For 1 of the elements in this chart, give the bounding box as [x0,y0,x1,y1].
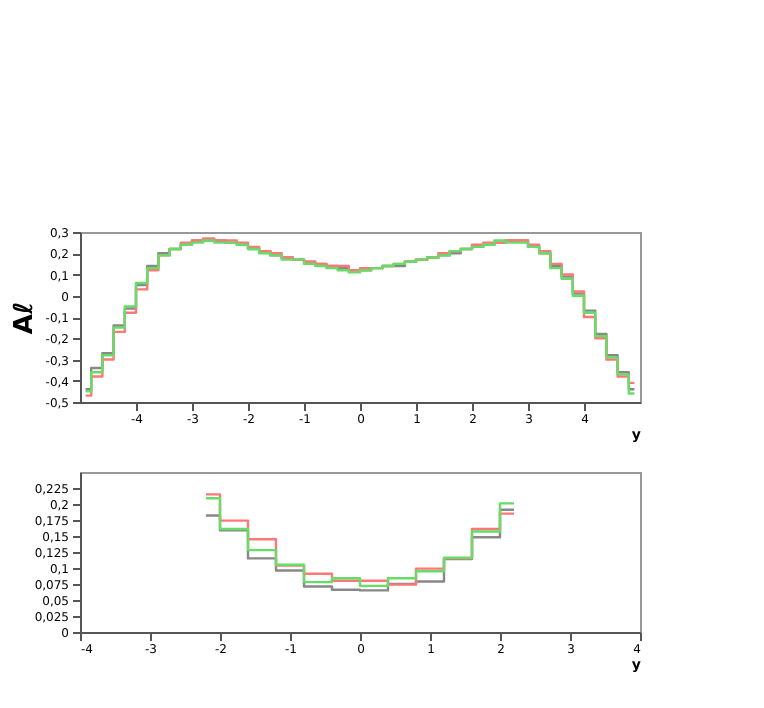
y-axis-title: Aℓ [9,301,40,335]
